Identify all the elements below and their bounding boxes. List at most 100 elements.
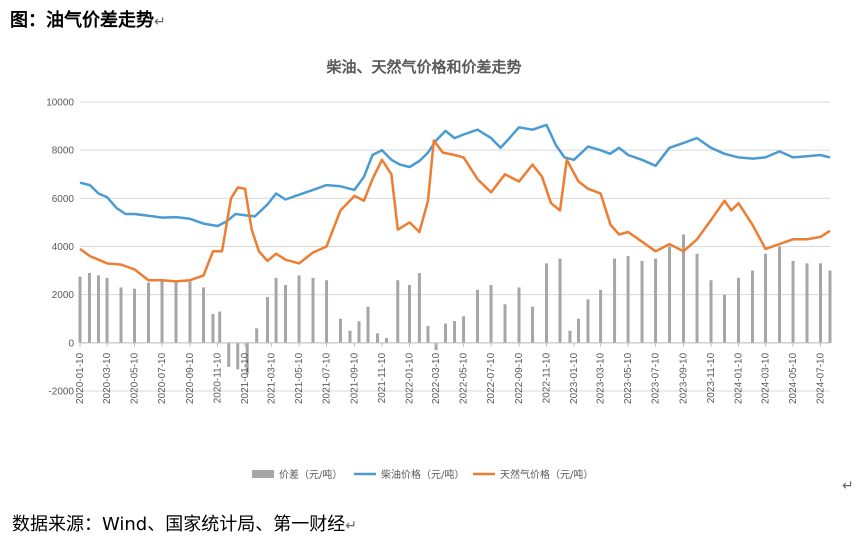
diff-bar: [245, 342, 249, 375]
y-tick-label: 6000: [52, 194, 75, 205]
chart-gridlines: [80, 101, 830, 392]
diff-bar: [503, 304, 507, 343]
x-tick-label: 2024-03-10: [761, 352, 772, 404]
x-tick-label: 2020-01-10: [75, 352, 86, 404]
diff-bar: [723, 294, 727, 343]
diff-bar: [147, 282, 151, 343]
diff-bar: [266, 297, 269, 343]
x-tick-label: 2024-05-10: [788, 352, 799, 404]
diff-bar: [375, 333, 379, 343]
x-tick-label: 2020-09-10: [185, 352, 196, 404]
diff-bar: [444, 323, 448, 343]
diff-bar: [325, 280, 329, 343]
price-lines: [79, 123, 831, 283]
diff-bar: [778, 246, 782, 343]
x-tick-label: 2023-09-10: [679, 352, 690, 404]
diff-bar: [201, 287, 205, 343]
diff-bar: [764, 253, 768, 343]
diff-bar: [311, 277, 315, 343]
chart: 柴油、天然气价格和价差走势 -2000 0 2000 4000 6000 8000 1000…: [46, 58, 832, 480]
diff-bar: [188, 281, 192, 343]
x-tick-label: 2022-07-10: [486, 352, 497, 404]
x-tick-label: 2022-05-10: [459, 352, 470, 404]
diff-bar: [791, 260, 795, 343]
diff-bar: [96, 275, 100, 343]
y-tick-label: 10000: [46, 98, 74, 109]
y-tick-label: 4000: [52, 242, 75, 253]
diff-bar: [236, 342, 240, 370]
x-tick-label: 2021-09-10: [349, 352, 360, 404]
diff-bar: [255, 328, 259, 343]
diff-bar: [654, 258, 658, 343]
diff-bar: [568, 330, 572, 343]
heading-text: 图：油气价差走势: [10, 10, 154, 31]
diff-bar: [274, 277, 278, 343]
diff-bar: [407, 285, 411, 343]
x-tick-label: 2023-05-10: [623, 352, 634, 404]
diff-bar: [805, 263, 809, 343]
diff-bar: [586, 299, 590, 343]
page-heading: 图：油气价差走势↵: [10, 6, 166, 32]
x-tick-label: 2020-07-10: [157, 352, 168, 404]
legend-label: 价差（元/吨）: [279, 468, 342, 480]
y-tick-label: -2000: [48, 387, 74, 398]
diff-bar: [517, 287, 521, 343]
diff-bar: [297, 275, 301, 343]
diff-bar: [531, 306, 535, 343]
diff-bar: [709, 280, 713, 343]
x-tick-label: 2021-05-10: [294, 352, 305, 404]
y-axis: -2000 0 2000 4000 6000 8000 10000: [46, 98, 74, 398]
legend-label: 柴油价格（元/吨）: [381, 468, 464, 480]
diff-bar: [613, 258, 617, 343]
x-tick-label: 2021-01-10: [240, 352, 251, 404]
diesel-price-line: [79, 123, 831, 228]
diff-bar: [284, 285, 288, 343]
diff-bars: [78, 234, 832, 375]
y-tick-label: 2000: [52, 290, 75, 301]
diff-bar: [366, 306, 370, 343]
diff-bar: [453, 321, 457, 343]
diff-bar: [682, 234, 686, 343]
diff-bar: [626, 256, 630, 343]
diff-bar: [544, 263, 548, 343]
diff-bar: [357, 321, 361, 343]
x-axis: 2020-01-10 2020-03-10 2020-05-10 2020-07-10…: [75, 342, 830, 404]
x-tick-label: 2020-03-10: [102, 352, 113, 404]
diff-bar: [119, 287, 123, 343]
x-tick-label: 2022-11-10: [541, 352, 552, 403]
x-tick-label: 2023-07-10: [651, 352, 662, 404]
source-note: 数据来源：Wind、国家统计局、第一财经↵: [12, 510, 357, 536]
x-tick-label: 2021-07-10: [322, 352, 333, 404]
diff-bar: [227, 342, 231, 367]
diff-bar: [211, 313, 215, 343]
diff-bar: [174, 280, 178, 343]
diff-bar: [737, 277, 741, 343]
x-tick-label: 2022-03-10: [431, 352, 442, 404]
x-tick-label: 2022-01-10: [404, 352, 415, 404]
x-tick-label: 2023-01-10: [569, 352, 580, 404]
x-tick-label: 2024-01-10: [734, 352, 745, 404]
diff-bar: [133, 288, 137, 343]
diff-bar: [558, 258, 562, 343]
diff-bar: [87, 272, 91, 343]
diff-bar: [750, 270, 754, 343]
diff-bar: [384, 338, 388, 343]
x-tick-label: 2020-05-10: [130, 352, 141, 404]
y-tick-label: 0: [68, 338, 74, 349]
x-tick-label: 2022-09-10: [514, 352, 525, 404]
diff-bar: [489, 285, 493, 343]
diff-bar: [695, 253, 699, 343]
diff-bar: [160, 280, 164, 343]
legend-swatch-diff: [252, 470, 274, 478]
stray-paragraph-mark: ↵: [842, 478, 854, 494]
x-tick-label: 2021-11-10: [377, 352, 388, 403]
x-tick-label: 2020-11-10: [212, 352, 223, 403]
diff-bar: [339, 318, 343, 343]
paragraph-mark-icon: ↵: [154, 14, 166, 30]
diff-bar: [599, 289, 603, 343]
diff-bar: [476, 289, 480, 343]
diff-bar: [426, 325, 430, 343]
diff-bar: [218, 311, 222, 343]
chart-title: 柴油、天然气价格和价差走势: [325, 58, 521, 76]
diff-bar: [396, 280, 400, 343]
